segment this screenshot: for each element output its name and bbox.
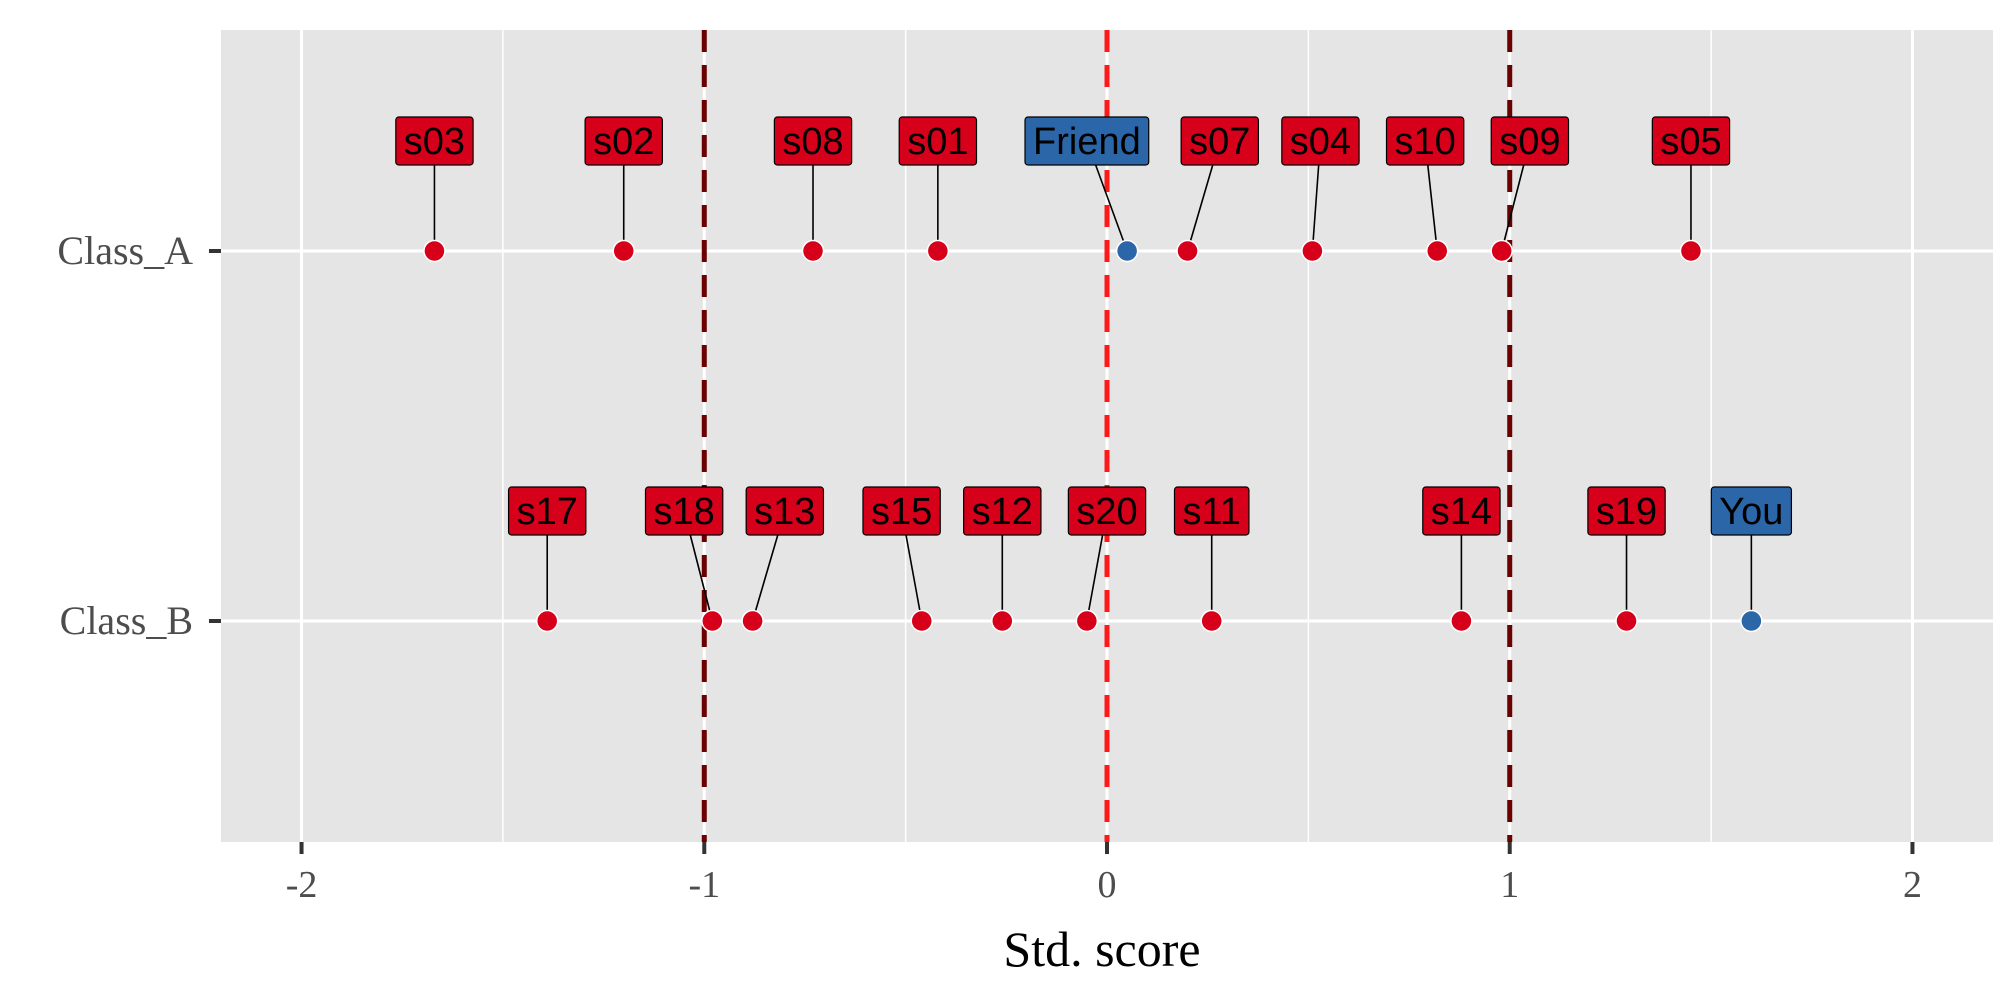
y-tick-label: Class_B bbox=[60, 598, 193, 643]
point-label-box bbox=[1180, 116, 1260, 166]
category-axis: Class_A Class_B bbox=[57, 228, 221, 643]
point-label: s19 bbox=[1587, 486, 1666, 536]
point-label-box bbox=[745, 486, 825, 536]
point-label: s14 bbox=[1422, 486, 1501, 536]
data-points bbox=[423, 239, 1763, 633]
point-label: s07 bbox=[1180, 116, 1260, 166]
data-point bbox=[991, 609, 1014, 633]
data-point bbox=[612, 239, 635, 263]
point-label-text: s13 bbox=[754, 491, 815, 533]
point-labels: s03 s02 s08 s01 Friend s07 s04 s10 s09 s05 s17 s18 s… bbox=[395, 116, 1793, 536]
point-label-box bbox=[1067, 486, 1147, 536]
data-point bbox=[1115, 239, 1139, 263]
point-label-text: s08 bbox=[782, 121, 843, 163]
point-label-text: s03 bbox=[404, 121, 465, 163]
data-point bbox=[926, 239, 950, 263]
point-label-box bbox=[1651, 116, 1731, 166]
point-label: s12 bbox=[963, 486, 1042, 536]
data-point bbox=[535, 609, 559, 633]
point-label-box bbox=[773, 116, 853, 166]
point-label: s10 bbox=[1385, 116, 1465, 166]
point-label: s17 bbox=[507, 486, 587, 536]
point-label-text: s12 bbox=[972, 491, 1033, 533]
reference-lines bbox=[701, 30, 1513, 842]
point-label: You bbox=[1710, 486, 1793, 536]
point-label-text: s11 bbox=[1182, 491, 1240, 533]
point-label-text: s18 bbox=[653, 491, 714, 533]
x-tick-label: 0 bbox=[1098, 864, 1117, 906]
point-label-box bbox=[644, 486, 724, 536]
x-axis-title: Std. score bbox=[1003, 921, 1200, 977]
x-tick-label: 1 bbox=[1500, 864, 1519, 906]
point-label-text: s15 bbox=[871, 491, 932, 533]
point-label-box bbox=[963, 486, 1042, 536]
point-label-box bbox=[395, 116, 474, 166]
y-tick-label: Class_A bbox=[57, 228, 193, 273]
point-label-text: s07 bbox=[1189, 121, 1250, 163]
point-label-box bbox=[584, 116, 663, 166]
data-point bbox=[1615, 609, 1638, 633]
point-label-text: You bbox=[1719, 491, 1783, 533]
point-label: s09 bbox=[1490, 116, 1570, 166]
point-label-text: s05 bbox=[1660, 121, 1721, 163]
data-point bbox=[1425, 239, 1449, 263]
point-label-text: Friend bbox=[1033, 121, 1141, 163]
data-point bbox=[1176, 239, 1199, 263]
data-point bbox=[1450, 609, 1473, 633]
point-label: s20 bbox=[1067, 486, 1147, 536]
point-label: s05 bbox=[1651, 116, 1731, 166]
point-label-box bbox=[1024, 116, 1150, 166]
point-label-box bbox=[898, 116, 978, 166]
point-label-box bbox=[507, 486, 587, 536]
point-label-box bbox=[862, 486, 941, 536]
data-point bbox=[1679, 239, 1703, 263]
point-label-text: s04 bbox=[1290, 121, 1351, 163]
point-label-text: s02 bbox=[593, 121, 654, 163]
data-point bbox=[1301, 239, 1324, 263]
point-label-text: s20 bbox=[1076, 491, 1137, 533]
point-label: s03 bbox=[395, 116, 474, 166]
data-point bbox=[1740, 609, 1763, 633]
point-label: s13 bbox=[745, 486, 825, 536]
data-point bbox=[1075, 609, 1099, 633]
point-label: s04 bbox=[1281, 116, 1360, 166]
point-label: s08 bbox=[773, 116, 853, 166]
point-label-box bbox=[1587, 486, 1666, 536]
x-tick-label: 2 bbox=[1903, 864, 1922, 906]
x-tick-label: -1 bbox=[688, 864, 720, 906]
point-label-text: s19 bbox=[1596, 491, 1657, 533]
point-label-box bbox=[1385, 116, 1465, 166]
point-label-text: s14 bbox=[1431, 491, 1492, 533]
data-point bbox=[801, 239, 825, 263]
point-label-box bbox=[1490, 116, 1570, 166]
point-label-text: s01 bbox=[907, 121, 968, 163]
point-label: s18 bbox=[644, 486, 724, 536]
point-label: s11 bbox=[1173, 486, 1250, 536]
point-label-box bbox=[1173, 486, 1250, 536]
point-label-box bbox=[1422, 486, 1501, 536]
point-label: s02 bbox=[584, 116, 663, 166]
point-label: s15 bbox=[862, 486, 941, 536]
point-label: Friend bbox=[1024, 116, 1150, 166]
data-point bbox=[423, 239, 446, 263]
x-axis: -2 -1 0 1 2 bbox=[286, 842, 1922, 906]
point-label: s01 bbox=[898, 116, 978, 166]
point-label-box bbox=[1281, 116, 1360, 166]
x-tick-label: -2 bbox=[286, 864, 318, 906]
data-point bbox=[1200, 609, 1223, 633]
data-point bbox=[701, 609, 724, 633]
point-label-text: s10 bbox=[1395, 121, 1456, 163]
data-point bbox=[910, 609, 933, 633]
data-point bbox=[741, 609, 764, 633]
point-label-text: s17 bbox=[517, 491, 578, 533]
point-label-box bbox=[1710, 486, 1793, 536]
data-point bbox=[1490, 239, 1513, 263]
point-label-text: s09 bbox=[1499, 121, 1560, 163]
